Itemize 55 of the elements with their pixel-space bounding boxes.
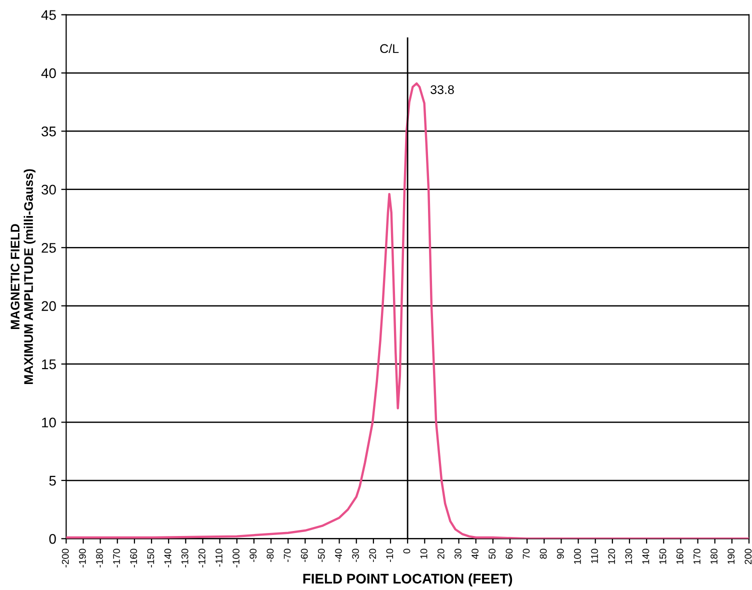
x-tick-label: -100: [232, 548, 240, 568]
x-axis-title: FIELD POINT LOCATION (FEET): [303, 573, 512, 586]
x-tick-label: 90: [556, 548, 564, 559]
x-tick-label: 60: [506, 548, 513, 559]
y-tick-label: 30: [42, 184, 56, 195]
x-tick-label: 50: [488, 548, 496, 559]
y-tick-label: 15: [42, 360, 56, 370]
x-tick-label: -110: [216, 548, 222, 567]
x-tick-label: -120: [198, 548, 206, 568]
x-tick-label: -50: [318, 548, 325, 562]
x-tick-label: 0: [403, 548, 410, 554]
x-tick-label: -90: [250, 548, 257, 562]
x-tick-label: 150: [659, 548, 666, 564]
x-tick-label: -60: [300, 548, 308, 562]
x-tick-label: -70: [284, 548, 291, 562]
x-tick-label: -10: [386, 548, 394, 562]
y-tick-label: 5: [49, 476, 56, 486]
x-tick-label: -170: [113, 548, 120, 568]
x-tick-label: 160: [676, 548, 684, 564]
x-tick-label: -200: [62, 548, 69, 568]
x-tick-label: -160: [130, 548, 138, 568]
x-tick-label: 120: [608, 548, 616, 564]
x-tick-label: 140: [642, 548, 650, 564]
x-tick-label: 70: [522, 548, 530, 559]
x-tick-label: 80: [540, 548, 547, 559]
x-tick-label: -130: [181, 548, 188, 568]
x-tick-label: -180: [96, 548, 103, 568]
x-tick-label: -40: [335, 548, 342, 562]
x-tick-label: 40: [472, 548, 478, 559]
y-tick-label: 20: [42, 301, 56, 311]
y-tick-label: 45: [41, 10, 56, 20]
x-tick-label: -80: [266, 548, 274, 562]
x-tick-label: 110: [591, 548, 598, 564]
y-tick-label: 0: [49, 534, 56, 544]
x-tick-label: 200: [744, 548, 752, 564]
annotation: 33.8: [430, 85, 454, 94]
x-tick-label: 190: [728, 548, 735, 564]
x-tick-label: -190: [78, 548, 86, 568]
x-tick-label: 130: [625, 548, 632, 564]
x-tick-label: 20: [437, 548, 444, 559]
x-tick-label: 30: [454, 548, 462, 559]
x-tick-label: -30: [352, 548, 359, 562]
y-tick-label: 10: [42, 418, 56, 428]
x-tick-label: 170: [694, 548, 700, 564]
ref-line-label: C/L: [380, 44, 399, 54]
x-tick-label: -140: [164, 548, 172, 568]
x-tick-label: 10: [420, 548, 428, 558]
y-axis-title: MAGNETIC FIELD MAXIMUM AMPLITUDE (milli-Gauss): [10, 169, 36, 384]
x-tick-label: 100: [574, 548, 581, 564]
x-tick-label: -150: [147, 548, 154, 568]
y-tick-label: 40: [41, 68, 56, 78]
y-tick-label: 35: [42, 126, 56, 136]
x-tick-label: -20: [369, 548, 376, 562]
y-tick-label: 25: [42, 242, 56, 253]
x-tick-label: 180: [710, 548, 718, 564]
